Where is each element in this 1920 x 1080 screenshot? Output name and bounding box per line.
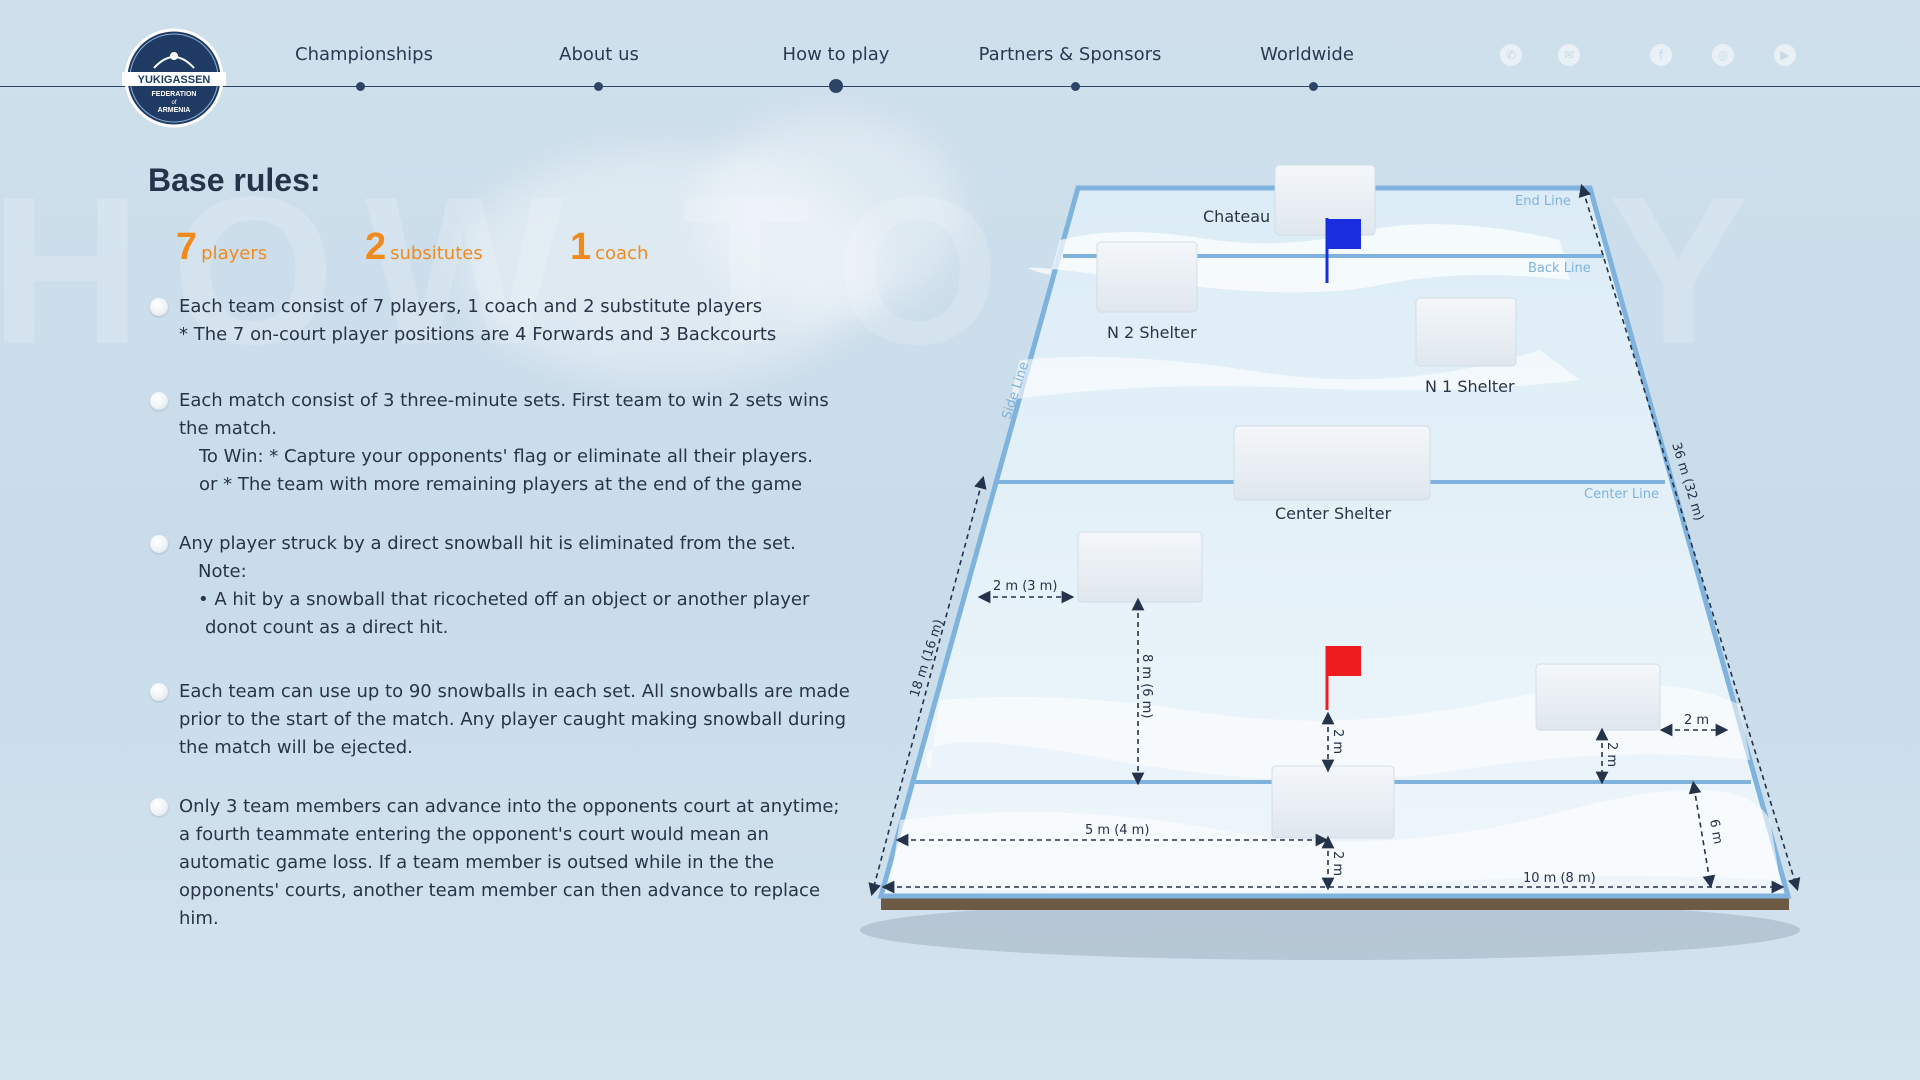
dim-back-zone-label: 6 m (1706, 818, 1725, 845)
field-ground-edge (881, 896, 1789, 910)
instagram-icon[interactable]: ◎ (1712, 44, 1734, 66)
rule-text: • A hit by a snowball that ricocheted of… (198, 589, 810, 610)
rule-text: prior to the start of the match. Any pla… (179, 709, 847, 730)
stat-players-value: 7 (176, 226, 198, 268)
left-shelter (1077, 531, 1203, 603)
stat-players: 7 players (176, 226, 267, 269)
rule-text: Any player struck by a direct snowball h… (179, 533, 796, 554)
background-cloud (700, 115, 960, 315)
logo-federation-text: FEDERATION (152, 91, 197, 98)
nav-how-to-play[interactable]: How to play (782, 44, 890, 65)
field-shadow (860, 900, 1800, 960)
logo-of-text: of (171, 100, 176, 106)
nav-divider-line (0, 86, 1920, 87)
stat-coach-label: coach (595, 243, 649, 264)
rule-item: Any player struck by a direct snowball h… (179, 530, 819, 642)
nav-dot[interactable] (355, 82, 365, 91)
rules-title: Base rules: (148, 162, 321, 198)
dim-half-length-label: 18 m (16 m) (908, 618, 947, 700)
logo-title-text: YUKIGASSEN (138, 74, 211, 86)
rule-text: Each team consist of 7 players, 1 coach … (179, 296, 763, 317)
snow-drift (926, 684, 1750, 781)
dim-front-shelter-gap-label: 2 m (1330, 851, 1345, 876)
front-shelter (1271, 765, 1395, 839)
stat-substitutes-value: 2 (365, 226, 387, 268)
nav-worldwide[interactable]: Worldwide (1260, 44, 1354, 65)
rule-text: donot count as a direct hit. (205, 617, 449, 638)
rule-text: Note: (198, 561, 247, 582)
logo-country-text: ARMENIA (158, 107, 191, 114)
mail-icon[interactable]: ✉ (1558, 44, 1580, 66)
rule-text: Only 3 team members can advance into the… (179, 796, 840, 817)
phone-icon[interactable]: ✆ (1500, 44, 1522, 66)
rule-text: a fourth teammate entering the opponent'… (179, 824, 769, 845)
rule-item: Each match consist of 3 three-minute set… (179, 387, 829, 499)
bottom-flag (1327, 646, 1361, 676)
rule-text: or * The team with more remaining player… (199, 474, 803, 495)
rule-text: opponents' courts, another team member c… (179, 880, 821, 901)
rule-item: Each team can use up to 90 snowballs in … (179, 678, 850, 762)
stat-players-label: players (201, 243, 268, 264)
nav-dot[interactable] (593, 82, 603, 91)
rule-text: Each match consist of 3 three-minute set… (179, 390, 829, 411)
youtube-icon[interactable]: ▶ (1774, 44, 1796, 66)
dim-shelter-side-label: 2 m (3 m) (993, 579, 1057, 594)
background-cloud (460, 150, 880, 380)
nav-partners-sponsors[interactable]: Partners & Sponsors (978, 44, 1162, 65)
dim-shelter-depth-label: 8 m (6 m) (1139, 654, 1154, 718)
nav-dot[interactable] (1070, 82, 1080, 91)
rule-text: automatic game loss. If a team member is… (179, 852, 775, 873)
dim-right-shelter-depth-label: 2 m (1604, 742, 1619, 767)
rule-text: the match. (179, 418, 277, 439)
federation-logo[interactable]: YUKIGASSEN FEDERATION of ARMENIA (120, 28, 228, 128)
stat-substitutes-label: subsitutes (390, 243, 483, 264)
rule-text: the match will be ejected. (179, 737, 413, 758)
rule-text: Each team can use up to 90 snowballs in … (179, 681, 850, 702)
dim-right-shelter-side-label: 2 m (1684, 713, 1709, 728)
center-shelter-label: Center Shelter (1275, 504, 1392, 523)
nav-championships[interactable]: Championships (295, 44, 433, 65)
nav-dot-active[interactable] (829, 79, 843, 93)
nav-about-us[interactable]: About us (559, 44, 639, 65)
dim-width-label: 10 m (8 m) (1523, 871, 1596, 886)
dim-flag-dist-label: 2 m (1330, 729, 1345, 754)
dim-back-zone (1688, 780, 1716, 889)
center-line-label: Center Line (1584, 487, 1659, 502)
rule-text: him. (179, 908, 219, 929)
rule-item: Each team consist of 7 players, 1 coach … (179, 293, 819, 349)
rule-bullet (150, 392, 168, 410)
rule-bullet (150, 535, 168, 553)
facebook-icon[interactable]: f (1650, 44, 1672, 66)
stat-coach: 1 coach (570, 226, 648, 269)
snow-drift (890, 789, 1780, 893)
rule-item: Only 3 team members can advance into the… (179, 793, 840, 933)
dim-half-length (868, 475, 987, 897)
rule-bullet (150, 298, 168, 316)
dim-to-center-label: 5 m (4 m) (1085, 823, 1149, 838)
stat-coach-value: 1 (570, 226, 592, 268)
nav-dot[interactable] (1308, 82, 1318, 91)
rule-bullet (150, 798, 168, 816)
dim-length-label: 36 m (32 m) (1668, 441, 1706, 523)
stat-substitutes: 2 subsitutes (365, 226, 483, 269)
rule-text: To Win: * Capture your opponents' flag o… (199, 446, 814, 467)
rule-text: * The 7 on-court player positions are 4 … (179, 324, 777, 345)
rule-bullet (150, 683, 168, 701)
center-shelter (1233, 425, 1431, 501)
right-shelter (1535, 663, 1661, 731)
